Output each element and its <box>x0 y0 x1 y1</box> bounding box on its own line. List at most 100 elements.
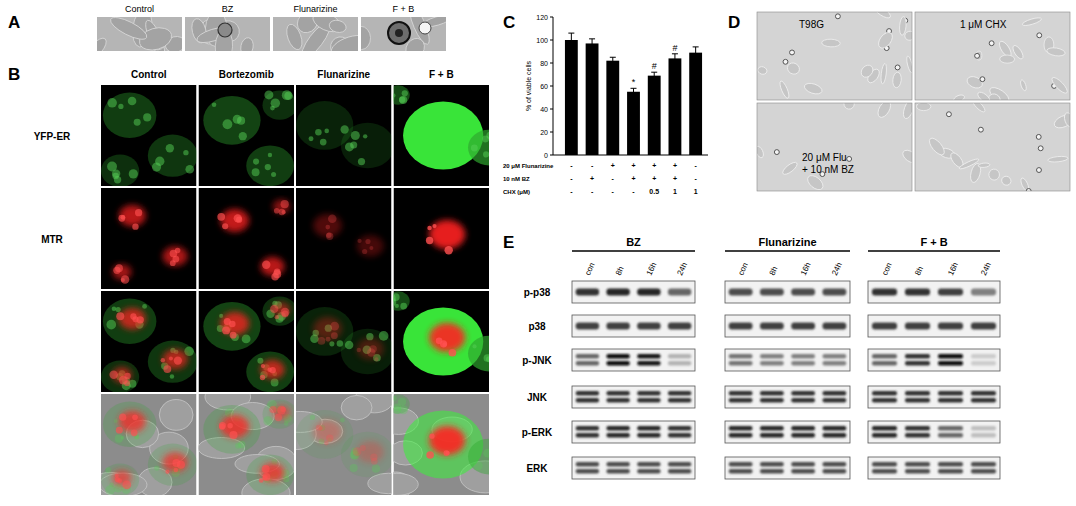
lane-label: 8h <box>768 265 780 277</box>
er-speck <box>358 158 365 165</box>
bars <box>565 33 702 155</box>
band <box>668 426 691 438</box>
band-lower <box>637 433 660 438</box>
mito-speck <box>440 340 447 347</box>
er-speck <box>271 98 280 107</box>
cell <box>978 163 990 168</box>
band-upper <box>576 391 599 396</box>
er-signal <box>468 439 489 475</box>
bar <box>627 92 640 155</box>
error-bar <box>693 47 699 59</box>
cell <box>873 12 892 20</box>
blot-frame <box>868 421 1000 443</box>
round-cell <box>419 22 431 34</box>
band-upper <box>637 462 660 467</box>
mito-signal <box>357 338 384 359</box>
er-speck <box>219 314 223 318</box>
band-lower <box>938 469 963 474</box>
er-speck <box>116 307 121 312</box>
round-cell <box>980 77 985 82</box>
mito-speck <box>122 480 131 489</box>
mito-speck <box>132 223 138 229</box>
er-speck <box>237 117 245 125</box>
mito-speck <box>275 414 282 421</box>
band <box>729 462 753 474</box>
mito-speck <box>236 217 242 223</box>
er-signal <box>103 93 156 138</box>
mito-speck <box>230 332 237 339</box>
condition-label: CHX (μM) <box>503 189 530 195</box>
band <box>729 354 753 366</box>
er-signal <box>262 400 294 429</box>
er-signal <box>394 291 410 310</box>
band <box>938 289 963 296</box>
condition-value: - <box>570 188 573 195</box>
cell <box>757 145 765 159</box>
panel-label: E <box>503 233 514 252</box>
cell <box>875 103 893 120</box>
band-lower <box>791 433 815 438</box>
mito-speck <box>319 426 323 430</box>
mito-speck <box>282 311 289 318</box>
band <box>872 289 897 296</box>
round-cell <box>1037 33 1042 38</box>
y-tick <box>550 17 553 18</box>
band <box>760 462 784 474</box>
lane-label: 8h <box>913 265 925 277</box>
image-bg <box>101 291 197 392</box>
fluorescence-image <box>199 188 295 289</box>
band <box>905 354 930 366</box>
image-bg <box>199 291 295 392</box>
band <box>606 391 629 403</box>
er-speck <box>320 139 327 146</box>
group-underline <box>868 250 1000 252</box>
condition-value: + <box>611 162 615 169</box>
mito-speck <box>161 358 165 362</box>
mito-speck <box>369 345 376 352</box>
band <box>637 391 660 403</box>
band-lower <box>576 361 599 366</box>
error-bar <box>610 57 616 64</box>
band-lower <box>729 433 753 438</box>
band <box>823 289 847 296</box>
group-underline <box>572 250 695 252</box>
error-bar <box>589 39 595 48</box>
lane-label: 16h <box>799 261 813 277</box>
y-axis-title: % of viable cells <box>525 60 532 111</box>
band-lower <box>971 433 996 438</box>
band-upper <box>606 354 629 359</box>
cell <box>97 35 109 51</box>
cell <box>341 395 372 419</box>
mito-speck <box>269 406 276 413</box>
band-lower <box>760 361 784 366</box>
fluorescence-image <box>101 188 197 289</box>
er-speck <box>239 132 247 140</box>
band <box>637 354 660 366</box>
er-speck <box>329 341 334 346</box>
fluorescence-image <box>394 85 490 186</box>
condition-value: - <box>591 162 594 169</box>
condition-value: + <box>652 175 656 182</box>
mito-speck <box>224 318 231 325</box>
band-upper <box>760 354 784 359</box>
round-cell <box>783 59 788 64</box>
image-bg <box>199 188 295 289</box>
er-speck <box>345 341 354 350</box>
er-speck <box>223 119 233 129</box>
micrograph <box>915 103 1070 191</box>
mito-speck <box>282 210 286 214</box>
er-speck <box>253 159 259 165</box>
er-speck <box>282 90 292 100</box>
band-lower <box>760 433 784 438</box>
band-upper <box>791 354 815 359</box>
mito-speck <box>318 337 326 345</box>
mito-signal <box>119 205 146 226</box>
cell <box>328 31 358 51</box>
er-signal <box>341 329 392 374</box>
condition-value: + <box>652 162 656 169</box>
er-speck <box>152 163 161 172</box>
cell <box>108 17 150 43</box>
band-lower <box>905 469 930 474</box>
round-cell <box>388 22 410 44</box>
condition-value: - <box>570 162 573 169</box>
